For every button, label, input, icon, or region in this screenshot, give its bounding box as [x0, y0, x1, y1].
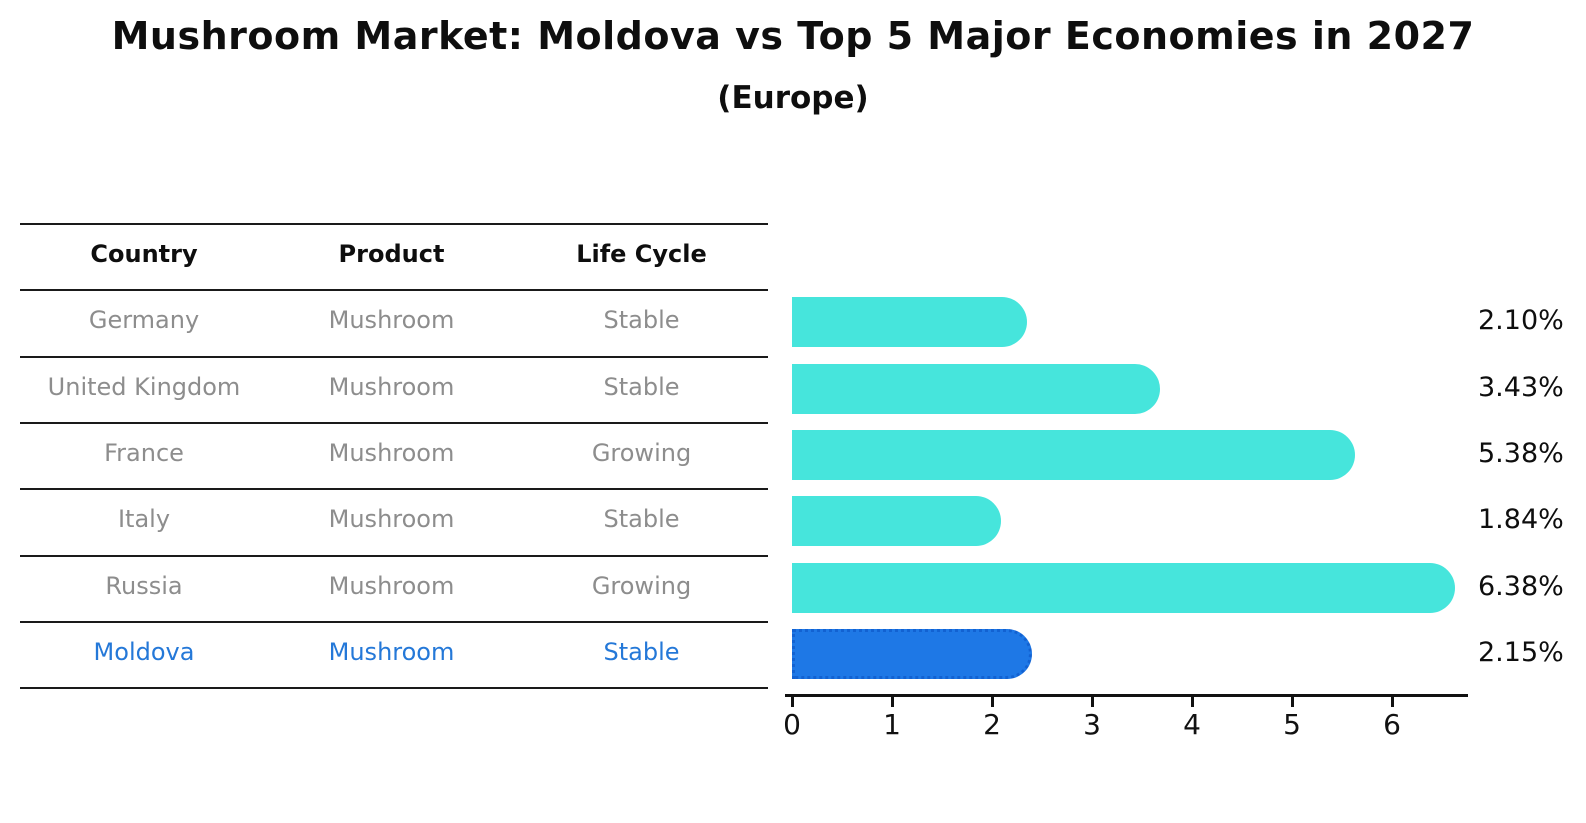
table-cell-life-cycle-france: Growing	[591, 439, 692, 468]
table-gridline	[20, 289, 768, 292]
table-cell-country-russia: Russia	[105, 571, 183, 600]
chart-title: Mushroom Market: Moldova vs Top 5 Major …	[111, 14, 1475, 58]
x-tick-label: 6	[1383, 708, 1401, 741]
column-header-product: Product	[338, 240, 445, 268]
x-tick-label: 5	[1283, 708, 1301, 741]
column-header-country: Country	[90, 240, 198, 268]
table-cell-product-moldova: Mushroom	[328, 637, 455, 666]
table-cell-product-france: Mushroom	[328, 439, 455, 468]
table-gridline	[20, 421, 768, 424]
bar-germany	[792, 297, 1027, 348]
table-cell-life-cycle-united-kingdom: Stable	[603, 372, 680, 401]
table-cell-life-cycle-moldova: Stable	[603, 637, 680, 666]
bar-russia	[792, 562, 1455, 613]
x-tick	[1391, 696, 1394, 707]
table-gridline	[20, 687, 768, 690]
value-label-italy: 1.84%	[1478, 504, 1564, 536]
table-cell-life-cycle-italy: Stable	[603, 505, 680, 534]
x-tick-label: 0	[783, 708, 801, 741]
table-gridline	[20, 355, 768, 358]
table-gridline	[20, 620, 768, 623]
x-tick-label: 2	[983, 708, 1001, 741]
value-label-france: 5.38%	[1478, 438, 1564, 470]
x-tick-label: 4	[1183, 708, 1201, 741]
x-tick	[1291, 696, 1294, 707]
x-tick	[1091, 696, 1094, 707]
table-cell-product-italy: Mushroom	[328, 505, 455, 534]
value-label-germany: 2.10%	[1478, 305, 1564, 337]
table-gridline	[20, 223, 768, 225]
table-cell-country-germany: Germany	[88, 306, 200, 335]
x-tick	[791, 696, 794, 707]
table-cell-country-france: France	[104, 439, 184, 468]
chart-subtitle: (Europe)	[717, 80, 869, 116]
bar-united-kingdom	[792, 363, 1160, 414]
x-tick-label: 1	[883, 708, 901, 741]
table-cell-country-united-kingdom: United Kingdom	[47, 372, 241, 401]
bar-moldova	[792, 628, 1032, 679]
table-gridline	[20, 554, 768, 557]
value-label-moldova: 2.15%	[1478, 636, 1564, 668]
bar-italy	[792, 496, 1001, 547]
table-cell-product-russia: Mushroom	[328, 571, 455, 600]
x-tick	[1191, 696, 1194, 707]
table-cell-product-germany: Mushroom	[328, 306, 455, 335]
table-cell-life-cycle-russia: Growing	[591, 571, 692, 600]
bar-france	[792, 430, 1355, 481]
table-cell-country-italy: Italy	[117, 505, 171, 534]
column-header-life-cycle: Life Cycle	[576, 240, 707, 268]
table-cell-product-united-kingdom: Mushroom	[328, 372, 455, 401]
value-label-russia: 6.38%	[1478, 570, 1564, 602]
table-cell-life-cycle-germany: Stable	[603, 306, 680, 335]
x-tick	[891, 696, 894, 707]
x-tick-label: 3	[1083, 708, 1101, 741]
x-tick	[991, 696, 994, 707]
table-gridline	[20, 488, 768, 491]
table-cell-country-moldova: Moldova	[93, 637, 195, 666]
value-label-united-kingdom: 3.43%	[1478, 371, 1564, 403]
x-axis-line	[785, 694, 1468, 697]
